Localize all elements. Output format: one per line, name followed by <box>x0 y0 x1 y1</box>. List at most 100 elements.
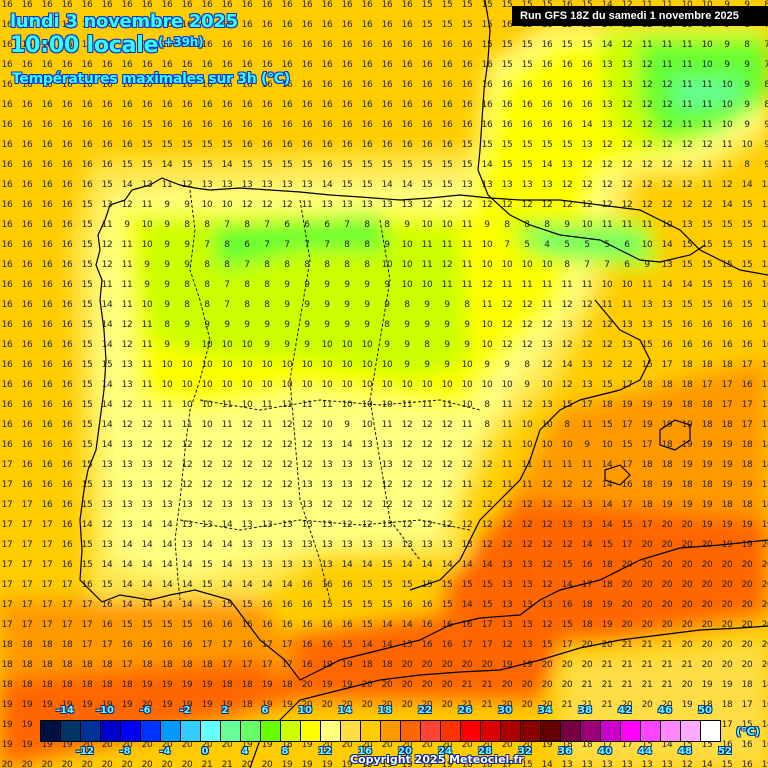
grid-value: 17 <box>61 600 73 610</box>
grid-value: 14 <box>421 560 433 570</box>
grid-value: 15 <box>81 400 93 410</box>
grid-value: 10 <box>541 380 553 390</box>
grid-value: 13 <box>321 440 333 450</box>
grid-value: 15 <box>521 760 533 768</box>
grid-value: 20 <box>681 520 693 530</box>
grid-value: 10 <box>441 380 453 390</box>
grid-value: 11 <box>581 420 593 430</box>
legend-bottom-label: 8 <box>281 746 289 757</box>
grid-value: 11 <box>221 420 233 430</box>
grid-value: 12 <box>601 320 613 330</box>
legend-bottom-label: 48 <box>678 746 692 757</box>
grid-value: 16 <box>541 80 553 90</box>
grid-value: 18 <box>721 700 733 710</box>
grid-value: 17 <box>81 620 93 630</box>
grid-value: 18 <box>121 680 133 690</box>
grid-value: 10 <box>701 60 713 70</box>
grid-value: 11 <box>301 400 313 410</box>
grid-value: 20 <box>441 740 453 750</box>
grid-value: 19 <box>681 460 693 470</box>
grid-value: 7 <box>324 240 330 250</box>
grid-value: 16 <box>41 220 53 230</box>
grid-value: 15 <box>81 560 93 570</box>
legend-top-label: -14 <box>55 705 75 716</box>
grid-value: 19 <box>721 480 733 490</box>
grid-value: 10 <box>201 420 213 430</box>
grid-value: 16 <box>481 80 493 90</box>
grid-value: 13 <box>521 180 533 190</box>
grid-value: 9 <box>404 320 410 330</box>
grid-value: 18 <box>41 680 53 690</box>
grid-value: 16 <box>261 80 273 90</box>
grid-value: 12 <box>521 520 533 530</box>
grid-value: 9 <box>164 220 170 230</box>
grid-value: 10 <box>481 380 493 390</box>
grid-value: 20 <box>161 760 173 768</box>
grid-value: 16 <box>1 380 13 390</box>
grid-value: 21 <box>581 700 593 710</box>
grid-value: 13 <box>541 400 553 410</box>
grid-value: 12 <box>101 520 113 530</box>
grid-value: 12 <box>601 140 613 150</box>
grid-value: 12 <box>121 420 133 430</box>
legend-bottom-label: 20 <box>398 746 412 757</box>
grid-value: 12 <box>241 480 253 490</box>
grid-value: 18 <box>701 700 713 710</box>
grid-value: 19 <box>321 760 333 768</box>
grid-value: 11 <box>141 320 153 330</box>
grid-value: 16 <box>501 20 513 30</box>
grid-value: 12 <box>661 200 673 210</box>
grid-value: 15 <box>721 220 733 230</box>
grid-value: 12 <box>241 460 253 470</box>
grid-value: 9 <box>324 320 330 330</box>
grid-value: 19 <box>681 500 693 510</box>
grid-value: 16 <box>1 360 13 370</box>
grid-value: 15 <box>361 180 373 190</box>
grid-value: 16 <box>361 20 373 30</box>
grid-value: 14 <box>161 520 173 530</box>
grid-value: 13 <box>121 520 133 530</box>
grid-value: 9 <box>364 300 370 310</box>
grid-value: 13 <box>621 320 633 330</box>
grid-value: 13 <box>121 500 133 510</box>
grid-value: 20 <box>321 700 333 710</box>
grid-value: 20 <box>681 620 693 630</box>
legend-swatch <box>141 721 161 741</box>
grid-value: 16 <box>341 40 353 50</box>
grid-value: 20 <box>661 700 673 710</box>
grid-value: 15 <box>501 40 513 50</box>
grid-value: 10 <box>441 220 453 230</box>
grid-value: 13 <box>321 460 333 470</box>
grid-value: 16 <box>1 340 13 350</box>
grid-value: 20 <box>681 580 693 590</box>
grid-value: 16 <box>81 0 93 10</box>
grid-value: 9 <box>164 300 170 310</box>
legend-top-label: 22 <box>418 705 432 716</box>
grid-value: 9 <box>724 60 730 70</box>
grid-value: 12 <box>661 80 673 90</box>
grid-value: 10 <box>321 340 333 350</box>
grid-value: 14 <box>201 540 213 550</box>
grid-value: 16 <box>561 100 573 110</box>
grid-value: 7 <box>224 280 230 290</box>
grid-value: 20 <box>481 740 493 750</box>
grid-value: 9 <box>424 360 430 370</box>
grid-value: 17 <box>1 600 13 610</box>
grid-value: 15 <box>681 300 693 310</box>
grid-value: 12 <box>181 180 193 190</box>
grid-value: 16 <box>481 100 493 110</box>
grid-value: 19 <box>661 480 673 490</box>
grid-value: 20 <box>221 740 233 750</box>
grid-value: 20 <box>621 700 633 710</box>
grid-value: 14 <box>101 440 113 450</box>
grid-value: 12 <box>461 520 473 530</box>
grid-value: 8 <box>504 220 510 230</box>
grid-value: 16 <box>81 140 93 150</box>
grid-value: 20 <box>541 680 553 690</box>
grid-value: 15 <box>81 320 93 330</box>
grid-value: 18 <box>221 680 233 690</box>
grid-value: 19 <box>521 660 533 670</box>
grid-value: 20 <box>761 600 768 610</box>
legend-swatch <box>181 721 201 741</box>
grid-value: 9 <box>404 360 410 370</box>
